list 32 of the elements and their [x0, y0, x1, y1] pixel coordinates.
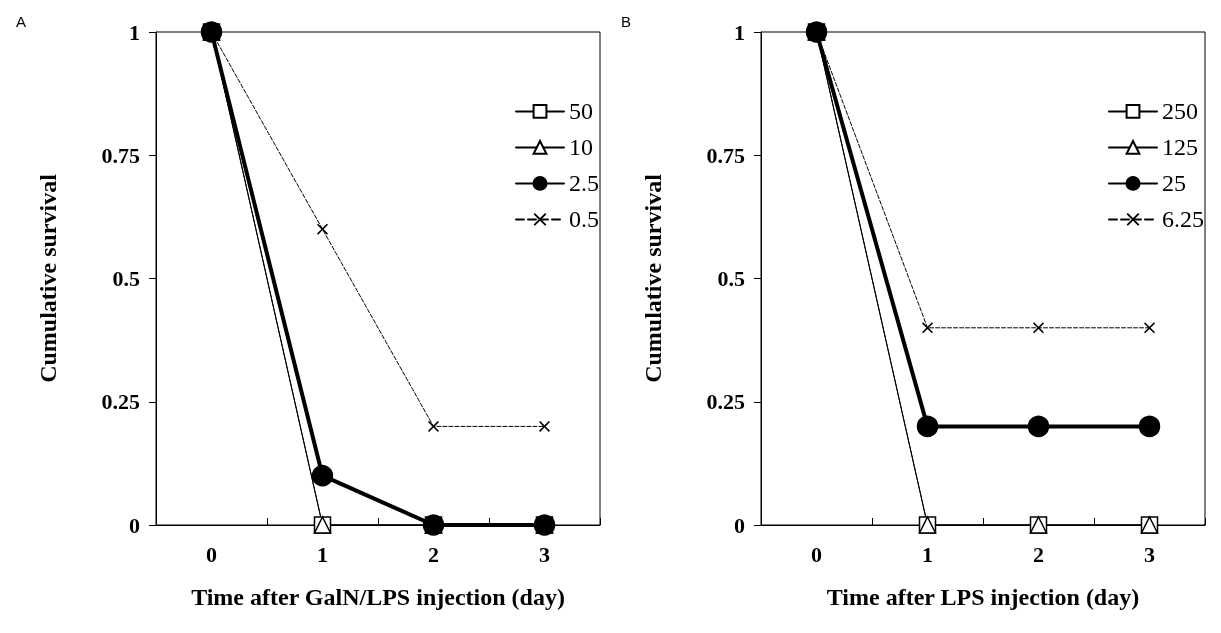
x-tick-label: 0 — [811, 541, 822, 567]
x-tick-label: 1 — [317, 541, 328, 567]
y-axis-title: Cumulative survival — [35, 173, 61, 383]
x-tick-label: 3 — [539, 541, 550, 567]
legend-label: 6.25 — [1162, 206, 1204, 233]
x-axis-title: Time after LPS injection (day) — [826, 584, 1140, 610]
text: B — [621, 13, 632, 30]
text: A — [16, 13, 27, 30]
y-tick-label: 0 — [129, 512, 140, 538]
x-tick-label: 3 — [1144, 541, 1155, 567]
y-tick-label: 1 — [129, 19, 140, 45]
y-tick-label: 0.5 — [112, 266, 140, 291]
legend-label: 125 — [1162, 134, 1198, 161]
legend-label: 10 — [569, 134, 593, 161]
y-tick-label: 0.25 — [706, 389, 745, 415]
y-tick-label: 0 — [734, 512, 745, 538]
y-tick-label: 1 — [734, 19, 745, 45]
x-tick-label: 2 — [428, 541, 439, 567]
y-tick-label: 0.75 — [706, 142, 745, 168]
x-tick-label: 1 — [922, 541, 933, 567]
x-tick-label: 2 — [1033, 541, 1044, 567]
legend-label: 2.5 — [569, 170, 599, 197]
y-tick-label: 0.75 — [101, 142, 140, 168]
legend-label: 50 — [569, 98, 593, 125]
y-tick-label: 0.25 — [101, 389, 140, 415]
legend-label: 25 — [1162, 170, 1186, 197]
x-tick-label: 0 — [206, 541, 217, 567]
y-tick-label: 0.5 — [717, 266, 745, 291]
legend-label: 0.5 — [569, 206, 599, 233]
y-axis-title: Cumulative survival — [640, 173, 666, 383]
legend-label: 250 — [1162, 98, 1198, 125]
x-axis-title: Time after GalN/LPS injection (day) — [191, 584, 565, 610]
